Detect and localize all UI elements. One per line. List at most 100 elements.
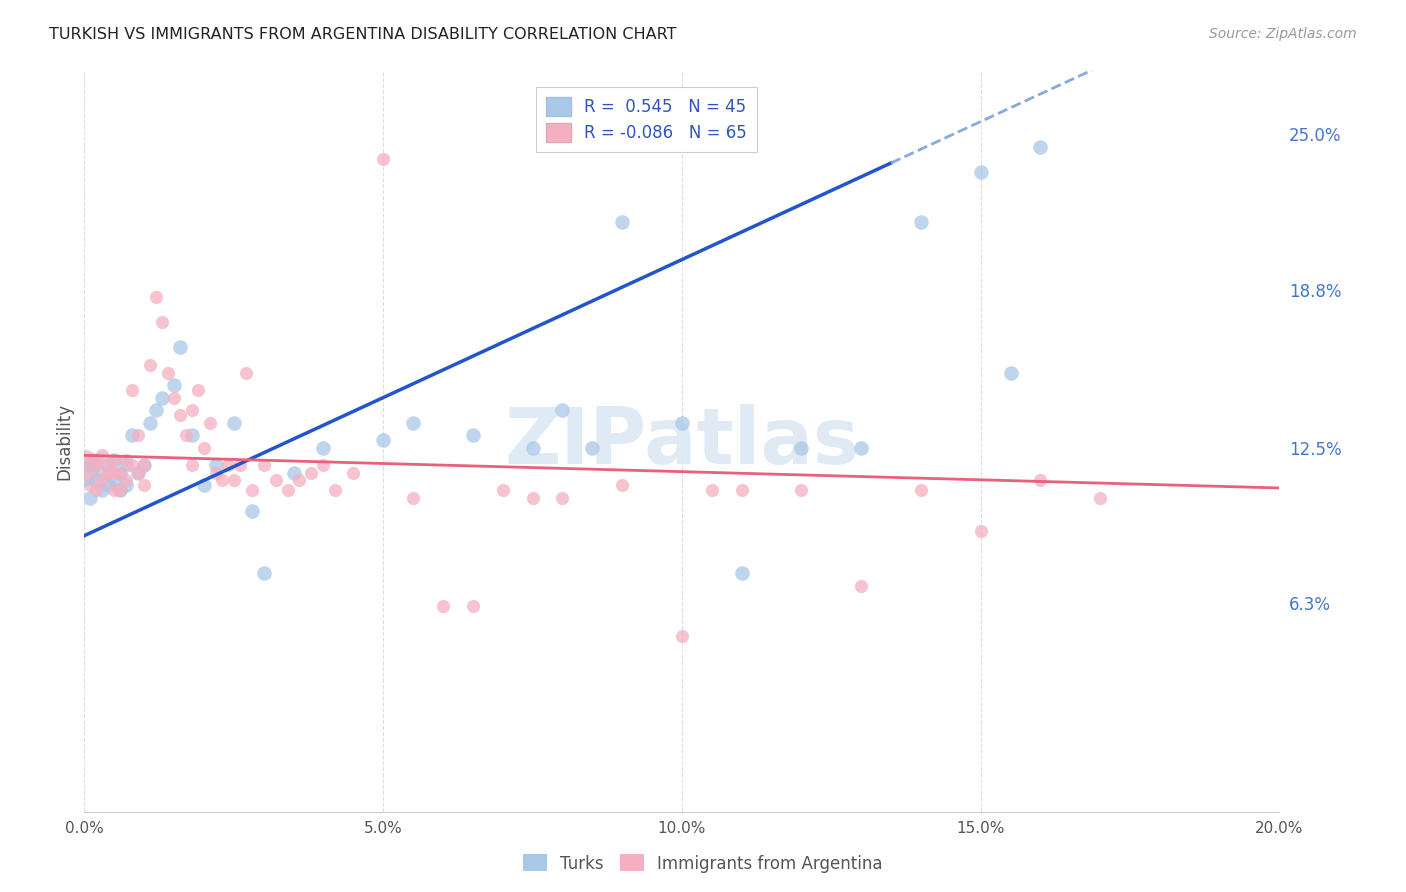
Point <box>139 416 162 430</box>
Point <box>193 478 215 492</box>
Point <box>103 453 125 467</box>
Point <box>211 474 233 488</box>
Point <box>145 403 167 417</box>
Point <box>91 483 114 498</box>
Point <box>169 340 191 354</box>
Point <box>103 483 125 498</box>
Point <box>1000 366 1022 380</box>
Point <box>731 566 754 581</box>
Point <box>193 441 215 455</box>
Point <box>551 403 574 417</box>
Point <box>157 366 180 380</box>
Point <box>731 483 754 498</box>
Point <box>240 503 263 517</box>
Point <box>198 416 221 430</box>
Point <box>790 441 813 455</box>
Point <box>115 458 138 473</box>
Point <box>790 483 813 498</box>
Point <box>115 474 138 488</box>
Point <box>103 453 125 467</box>
Point <box>222 416 245 430</box>
Point <box>264 474 287 488</box>
Point <box>145 290 167 304</box>
Point <box>132 478 156 492</box>
Point <box>97 458 120 473</box>
Point <box>851 441 873 455</box>
Point <box>181 403 204 417</box>
Point <box>283 466 305 480</box>
Point <box>115 478 138 492</box>
Point <box>150 391 173 405</box>
Point <box>163 391 186 405</box>
Point <box>121 428 143 442</box>
Point <box>73 458 96 473</box>
Point <box>373 434 395 448</box>
Point <box>91 474 114 488</box>
Point <box>73 466 96 480</box>
Point <box>127 466 149 480</box>
Point <box>461 428 484 442</box>
Point <box>253 566 276 581</box>
Point <box>121 458 143 473</box>
Point <box>522 491 544 505</box>
Point <box>97 466 120 480</box>
Point <box>110 466 132 480</box>
Point <box>910 483 932 498</box>
Point <box>127 428 149 442</box>
Text: ZIPatlas: ZIPatlas <box>505 403 859 480</box>
Point <box>79 458 101 473</box>
Point <box>312 441 335 455</box>
Point <box>91 448 114 462</box>
Point <box>110 466 132 480</box>
Point <box>103 466 125 480</box>
Point <box>79 491 101 505</box>
Point <box>288 474 311 488</box>
Point <box>342 466 364 480</box>
Point <box>700 483 723 498</box>
Point <box>97 478 120 492</box>
Point <box>79 478 101 492</box>
Point <box>1029 139 1052 153</box>
Point <box>217 458 239 473</box>
Point <box>581 441 603 455</box>
Point <box>1090 491 1112 505</box>
Point <box>86 483 108 498</box>
Point <box>253 458 276 473</box>
Point <box>205 458 228 473</box>
Point <box>110 483 132 498</box>
Point <box>132 458 156 473</box>
Point <box>235 366 257 380</box>
Point <box>970 524 993 538</box>
Point <box>671 629 693 643</box>
Point <box>103 474 125 488</box>
Point <box>110 483 132 498</box>
Point <box>402 491 425 505</box>
Point <box>301 466 323 480</box>
Point <box>910 215 932 229</box>
Point <box>432 599 454 613</box>
Point <box>127 466 149 480</box>
Point <box>187 383 209 397</box>
Point <box>163 378 186 392</box>
Point <box>492 483 515 498</box>
Point <box>851 579 873 593</box>
Point <box>240 483 263 498</box>
Point <box>181 428 204 442</box>
Point <box>1029 474 1052 488</box>
Point <box>181 458 204 473</box>
Point <box>86 458 108 473</box>
Point <box>671 416 693 430</box>
Point <box>228 458 252 473</box>
Y-axis label: Disability: Disability <box>55 403 73 480</box>
Text: TURKISH VS IMMIGRANTS FROM ARGENTINA DISABILITY CORRELATION CHART: TURKISH VS IMMIGRANTS FROM ARGENTINA DIS… <box>49 27 676 42</box>
Point <box>205 466 228 480</box>
Point <box>97 458 120 473</box>
Point <box>402 416 425 430</box>
Point <box>86 453 108 467</box>
Point <box>612 478 634 492</box>
Point <box>222 474 245 488</box>
Point <box>970 165 993 179</box>
Point <box>312 458 335 473</box>
Point <box>551 491 574 505</box>
Point <box>174 428 197 442</box>
